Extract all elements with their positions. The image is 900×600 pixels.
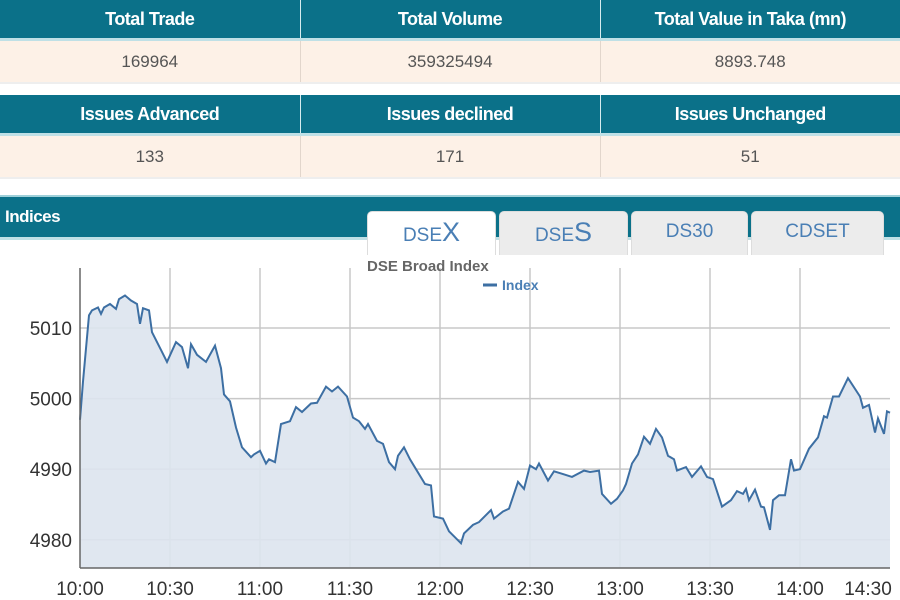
tab-dses-prefix: DSE (534, 225, 575, 246)
indices-title: Indices (5, 207, 61, 226)
x-tick-label: 12:30 (506, 579, 554, 600)
x-tick-label: 10:00 (56, 579, 104, 600)
value-total-value: 8893.748 (600, 39, 900, 84)
tab-dsex-suffix: X (442, 217, 461, 247)
header-total-value: Total Value in Taka (mn) (600, 0, 900, 41)
x-tick-label: 13:00 (596, 579, 644, 600)
x-tick-label: 14:30 (844, 579, 892, 600)
value-issues-unchanged: 51 (600, 134, 900, 179)
x-tick-label: 11:30 (327, 579, 373, 600)
header-issues-unchanged: Issues Unchanged (600, 95, 900, 136)
issues-table: Issues Advanced Issues declined Issues U… (0, 95, 900, 179)
value-issues-advanced: 133 (0, 134, 301, 179)
x-tick-label: 12:00 (416, 579, 464, 600)
x-tick-label: 13:30 (686, 579, 734, 600)
tab-cdset-label: CDSET (785, 221, 850, 242)
tab-dses-suffix: S (574, 217, 593, 247)
value-total-trade: 169964 (0, 39, 301, 84)
tab-ds30-label: DS30 (665, 221, 714, 242)
y-tick-label: 5000 (30, 390, 72, 411)
header-issues-advanced: Issues Advanced (0, 95, 301, 136)
chart-axes: 4980 4990 5000 5010 10:00 10:30 11:00 11:30 12:0… (30, 268, 892, 600)
y-tick-label: 4980 (30, 531, 72, 552)
tab-dsex-prefix: DSE (402, 225, 443, 246)
index-area (80, 295, 890, 568)
x-tick-label: 11:00 (237, 579, 283, 600)
index-line (79, 294, 891, 546)
header-total-trade: Total Trade (0, 0, 301, 41)
header-total-volume: Total Volume (300, 0, 601, 41)
value-total-volume: 359325494 (300, 39, 601, 84)
tab-cdset[interactable]: CDSET (751, 211, 884, 255)
tab-dses[interactable]: DSES (499, 211, 628, 255)
x-tick-label: 10:30 (146, 579, 194, 600)
value-issues-declined: 171 (300, 134, 601, 179)
legend-label: Index (502, 277, 539, 293)
market-summary-table: Total Trade Total Volume Total Value in … (0, 0, 900, 84)
chart-legend: Index (483, 277, 539, 293)
index-chart: 4980 4990 5000 5010 10:00 10:30 11:00 11:30 12:0… (30, 268, 892, 600)
x-tick-label: 14:00 (776, 579, 824, 600)
y-tick-label: 4990 (30, 460, 72, 481)
tab-dsex[interactable]: DSEX (367, 211, 496, 255)
header-issues-declined: Issues declined (300, 95, 601, 136)
chart-title: DSE Broad Index (367, 258, 489, 275)
y-tick-label: 5010 (30, 319, 72, 340)
tab-ds30[interactable]: DS30 (631, 211, 748, 255)
